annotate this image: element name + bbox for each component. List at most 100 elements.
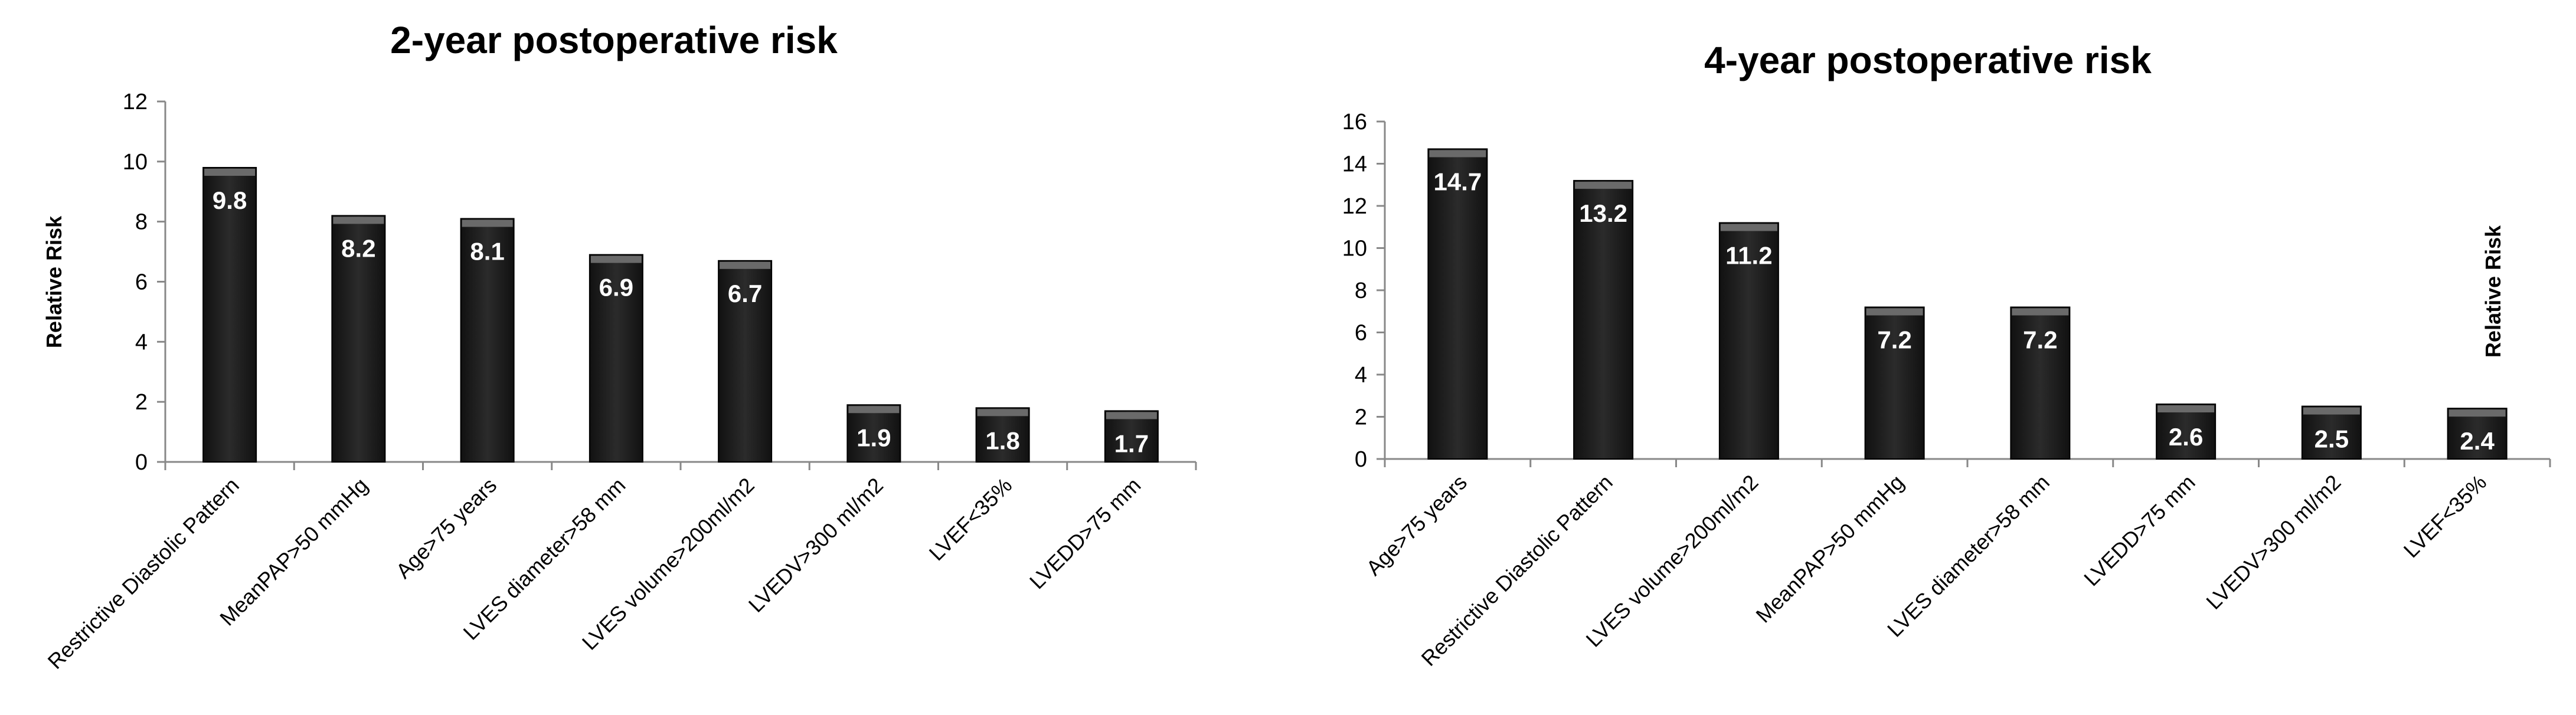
- bar-group: 9.8: [202, 167, 257, 463]
- bar-top-bevel: [2303, 407, 2360, 415]
- chart-4-year-svg: 4-year postoperative risk Relative Risk …: [1342, 39, 2551, 671]
- bar-group: 1.8: [975, 407, 1030, 463]
- bar-group: 11.2: [1718, 222, 1779, 460]
- bar-top-bevel: [462, 219, 513, 227]
- bar-top-bevel: [1106, 412, 1157, 419]
- bar-top-bevel: [1866, 308, 1923, 316]
- bar-group: 1.7: [1104, 410, 1159, 463]
- bar: [975, 407, 1030, 463]
- bar-top-bevel: [333, 217, 384, 224]
- y-tick-label: 4: [1355, 363, 1367, 388]
- data-label: 8.1: [470, 238, 504, 265]
- bar-group: 6.9: [589, 254, 643, 463]
- bar: [460, 218, 515, 463]
- bar: [1864, 306, 1925, 460]
- y-tick-label: 4: [135, 330, 148, 355]
- x-tick-label: LVES volume>200ml/m2: [1581, 470, 1763, 652]
- bar-top-bevel: [2012, 308, 2069, 316]
- y-tick-label: 0: [1355, 447, 1367, 472]
- y-tick-label: 8: [1355, 278, 1367, 303]
- bar-group: 2.4: [2447, 408, 2508, 460]
- bar-group: 7.2: [2010, 306, 2071, 460]
- chart-title: 2-year postoperative risk: [390, 19, 838, 61]
- x-tick-label: LVEDV>300 ml/m2: [2201, 470, 2345, 614]
- bar: [846, 404, 901, 463]
- y-tick-label: 14: [1342, 152, 1367, 177]
- bar-top-bevel: [848, 406, 900, 414]
- chart-2-year: 2-year postoperative risk Relative Risk …: [0, 0, 1257, 715]
- x-tick-label: LVES diameter>58 mm: [1882, 470, 2054, 642]
- x-tick-label: LVEDV>300 ml/m2: [744, 473, 888, 617]
- bar: [1427, 148, 1488, 460]
- bar: [2010, 306, 2071, 460]
- x-tick-label: LVEF<35%: [2399, 470, 2492, 563]
- data-label: 7.2: [1877, 326, 1911, 354]
- bar: [202, 167, 257, 463]
- data-label: 2.6: [2169, 423, 2203, 451]
- bar: [718, 260, 773, 463]
- x-tick-label: LVEDD>75 mm: [2079, 470, 2200, 591]
- y-tick-label: 2: [1355, 405, 1367, 430]
- y-tick-label: 6: [135, 270, 148, 295]
- bar-top-bevel: [1720, 224, 1777, 231]
- y-tick-label: 0: [135, 450, 148, 475]
- data-label: 8.2: [341, 234, 375, 262]
- bar-top-bevel: [204, 169, 256, 176]
- y-axis-label: Relative Risk: [42, 215, 66, 348]
- bar-group: 7.2: [1864, 306, 1925, 460]
- bar-top-bevel: [1429, 150, 1486, 158]
- bar: [1104, 410, 1159, 463]
- data-label: 11.2: [1725, 242, 1772, 270]
- y-tick-label: 12: [1342, 194, 1367, 219]
- data-label: 7.2: [2023, 326, 2057, 354]
- chart-title: 4-year postoperative risk: [1704, 39, 2152, 81]
- bar-group: 13.2: [1573, 180, 1634, 460]
- bar: [1718, 222, 1779, 460]
- bar: [2156, 404, 2217, 460]
- bar-top-bevel: [720, 261, 771, 269]
- x-tick-label: MeanPAP>50 mmHg: [1751, 470, 1908, 628]
- bar-group: 8.1: [460, 218, 515, 463]
- y-tick-label: 10: [123, 150, 148, 175]
- data-label: 13.2: [1579, 199, 1627, 227]
- data-label: 6.7: [728, 280, 762, 307]
- y-tick-label: 8: [135, 210, 148, 235]
- bar: [1573, 180, 1634, 460]
- data-label: 6.9: [599, 274, 633, 301]
- x-tick-label: Age>75 years: [1361, 470, 1472, 580]
- y-tick-label: 10: [1342, 237, 1367, 261]
- y-axis-label: Relative Risk: [2481, 225, 2505, 358]
- bar-group: 2.6: [2156, 404, 2217, 460]
- data-label: 1.9: [857, 424, 891, 451]
- chart-4-year: 4-year postoperative risk Relative Risk …: [1263, 0, 2576, 715]
- bar-group: 1.9: [846, 404, 901, 463]
- x-tick-label: MeanPAP>50 mmHg: [215, 473, 372, 631]
- bar: [2301, 405, 2362, 460]
- bar: [331, 215, 386, 463]
- bar-top-bevel: [2448, 409, 2506, 417]
- y-tick-label: 16: [1342, 110, 1367, 135]
- x-tick-label: Restrictive Diastolic Pattern: [43, 473, 244, 674]
- bar-top-bevel: [977, 409, 1028, 416]
- data-label: 1.8: [985, 427, 1019, 454]
- x-tick-label: Age>75 years: [391, 473, 501, 583]
- bar-group: 6.7: [718, 260, 773, 463]
- data-label: 1.7: [1114, 429, 1149, 457]
- x-tick-label: LVEDD>75 mm: [1025, 473, 1146, 594]
- bar-group: 8.2: [331, 215, 386, 463]
- y-tick-label: 2: [135, 390, 148, 415]
- bar-group: 2.5: [2301, 405, 2362, 460]
- data-label: 2.4: [2460, 427, 2495, 455]
- y-tick-label: 12: [123, 90, 148, 114]
- data-label: 14.7: [1434, 168, 1482, 195]
- data-label: 9.8: [213, 186, 247, 214]
- y-tick-label: 6: [1355, 321, 1367, 346]
- chart-2-year-svg: 2-year postoperative risk Relative Risk …: [42, 19, 1197, 674]
- bar-top-bevel: [590, 255, 642, 263]
- bar: [2447, 408, 2508, 460]
- bar-top-bevel: [2157, 405, 2215, 413]
- bar: [589, 254, 643, 463]
- bar-top-bevel: [1575, 182, 1632, 189]
- x-tick-label: LVEF<35%: [924, 473, 1017, 566]
- data-label: 2.5: [2315, 425, 2349, 453]
